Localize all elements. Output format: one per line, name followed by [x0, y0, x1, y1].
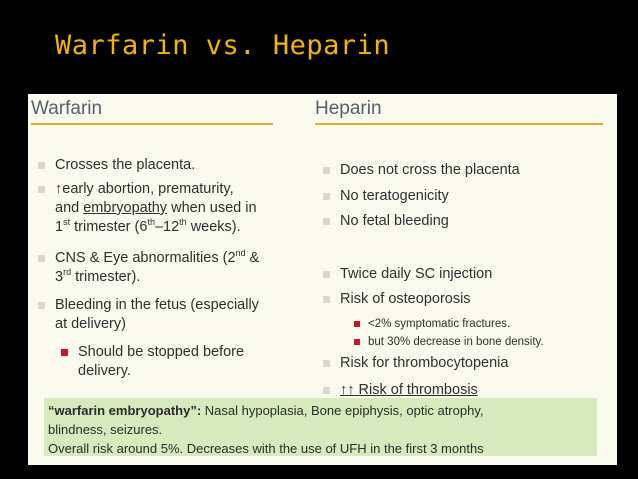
bullet-square-icon [323, 360, 330, 367]
text-fragment: –12 [154, 219, 180, 235]
bullet-text: No teratogenicity [340, 188, 449, 204]
bullet-text-line2: at delivery) [55, 316, 126, 332]
slide-title: Warfarin vs. Heparin [55, 30, 391, 61]
heparin-bullet-placenta: Does not cross the placenta [323, 161, 520, 180]
heparin-bullet-fetal-bleeding: No fetal bleeding [323, 212, 449, 231]
warfarin-bullet-cns: CNS & Eye abnormalities (2nd & 3rd trime… [38, 249, 305, 287]
bullet-text-line3: 1st trimester (6th–12th weeks). [55, 218, 305, 237]
warfarin-bullet-bleeding: Bleeding in the fetus (especially at del… [38, 296, 305, 334]
embryopathy-term: embryopathy [83, 200, 168, 216]
bullet-square-icon [38, 302, 45, 309]
warfarin-heading-rule [31, 123, 273, 125]
heparin-bullet-thrombocytopenia: Risk for thrombocytopenia [323, 354, 509, 373]
bullet-square-icon [323, 387, 330, 394]
text-fragment: 1 [55, 219, 64, 235]
warfarin-heading-label: Warfarin [31, 98, 103, 119]
text-fragment: when used in [167, 200, 257, 216]
text-fragment: trimester). [71, 269, 141, 285]
bullet-text: <2% symptomatic fractures. [368, 318, 511, 330]
text-fragment: Risk of thrombosis [354, 382, 478, 398]
bullet-square-icon [323, 271, 330, 278]
note-line1: “warfarin embryopathy”: Nasal hypoplasia… [48, 401, 593, 420]
bullet-text: but 30% decrease in bone density. [368, 336, 544, 348]
embryopathy-note-box: “warfarin embryopathy”: Nasal hypoplasia… [44, 398, 597, 456]
text-fragment: & [245, 250, 260, 266]
bullet-square-icon [354, 321, 360, 327]
heparin-heading-label: Heparin [315, 98, 382, 119]
note-line3: Overall risk around 5%. Decreases with t… [48, 441, 484, 456]
bullet-text-line1: Should be stopped before [78, 344, 245, 360]
bullet-square-icon [323, 296, 330, 303]
warfarin-bullet-placenta: Crosses the placenta. [38, 156, 196, 175]
bullet-square-icon [323, 218, 330, 225]
superscript: th [147, 217, 155, 228]
bullet-text-line1: CNS & Eye abnormalities (2nd & [55, 249, 305, 268]
text-fragment: Nasal hypoplasia, Bone epiphysis, optic … [201, 403, 484, 418]
text-fragment: trimester (6 [70, 219, 148, 235]
bullet-square-icon [323, 167, 330, 174]
bullet-square-icon [38, 162, 45, 169]
bullet-text-line2: and embryopathy when used in [55, 199, 305, 218]
text-fragment: and [55, 200, 84, 216]
bullet-square-icon [354, 339, 360, 345]
text-fragment: weeks). [186, 219, 241, 235]
bullet-text: No fetal bleeding [340, 213, 449, 229]
superscript: st [63, 217, 71, 228]
bullet-text-line2: 3rd trimester). [55, 268, 305, 287]
heparin-heading: Heparin [315, 98, 603, 125]
superscript: nd [235, 248, 246, 259]
heparin-subbullet-fractures: <2% symptomatic fractures. [354, 317, 511, 331]
bullet-text-line2: delivery. [78, 363, 131, 379]
text-fragment: CNS & Eye abnormalities (2 [55, 250, 236, 266]
warfarin-bullet-abortion: ↑early abortion, prematurity, and embryo… [38, 180, 305, 237]
heparin-bullet-osteoporosis: Risk of osteoporosis [323, 290, 471, 309]
bullet-text: Risk of osteoporosis [340, 291, 471, 307]
bullet-square-icon [38, 186, 45, 193]
heparin-bullet-teratogenicity: No teratogenicity [323, 187, 449, 206]
content-panel: Warfarin Crosses the placenta. ↑early ab… [25, 94, 617, 465]
bullet-square-icon [61, 349, 68, 356]
bullet-text: ↑↑ Risk of thrombosis [340, 382, 478, 398]
superscript: rd [63, 267, 72, 278]
heparin-subbullet-bone-density: but 30% decrease in bone density. [354, 335, 544, 349]
bullet-text-line1: Bleeding in the fetus (especially [55, 297, 259, 313]
heparin-bullet-thrombosis: ↑↑ Risk of thrombosis [323, 381, 478, 400]
warfarin-heading: Warfarin [31, 98, 273, 125]
warfarin-subbullet-stop: Should be stopped before delivery. [61, 343, 308, 381]
heparin-bullet-injection: Twice daily SC injection [323, 265, 493, 284]
note-line2: blindness, seizures. [48, 422, 163, 437]
bullet-text: Crosses the placenta. [55, 157, 196, 173]
text-fragment: 3 [55, 269, 64, 285]
bullet-text: Does not cross the placenta [340, 162, 520, 178]
heparin-heading-rule [315, 123, 603, 125]
note-label: “warfarin embryopathy”: [48, 403, 202, 418]
bullet-text: Twice daily SC injection [340, 266, 493, 282]
bullet-text: Risk for thrombocytopenia [340, 355, 509, 371]
double-up-arrow-icon: ↑↑ [340, 382, 355, 398]
bullet-square-icon [38, 255, 45, 262]
bullet-square-icon [323, 193, 330, 200]
bullet-text-line1: ↑early abortion, prematurity, [55, 181, 234, 197]
superscript: th [179, 217, 187, 228]
